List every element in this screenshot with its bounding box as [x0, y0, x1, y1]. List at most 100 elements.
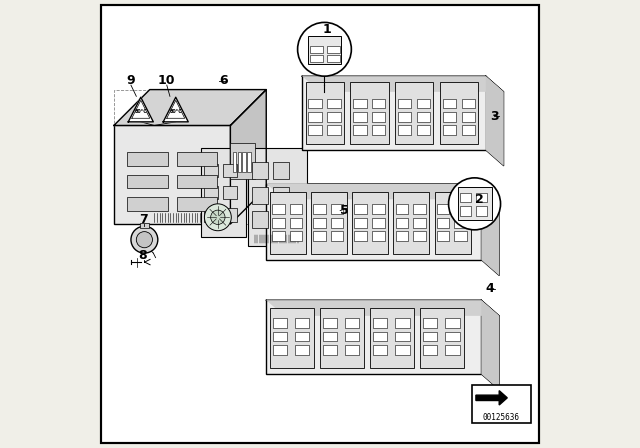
Bar [308, 36, 340, 64]
Bar [345, 345, 360, 355]
Circle shape [131, 226, 158, 253]
Bar [373, 318, 387, 328]
Bar [423, 318, 437, 328]
Bar [204, 186, 218, 199]
Text: 4: 4 [486, 282, 495, 296]
Bar [327, 46, 340, 53]
Bar [413, 218, 426, 228]
Polygon shape [128, 97, 154, 122]
Bar [223, 164, 237, 177]
Bar [396, 218, 408, 228]
Bar [443, 99, 456, 108]
Bar [204, 164, 218, 177]
Bar [289, 231, 302, 241]
Bar [373, 345, 387, 355]
Bar [372, 99, 385, 108]
Bar [270, 192, 306, 254]
Bar [396, 204, 408, 214]
Bar [252, 162, 268, 179]
Bar [331, 218, 343, 228]
Bar [417, 112, 430, 122]
Bar [327, 125, 340, 135]
Bar [223, 186, 237, 199]
Text: 80°C: 80°C [134, 108, 147, 114]
Bar [476, 193, 487, 202]
Bar [353, 125, 367, 135]
Bar [243, 152, 246, 172]
Bar [295, 318, 309, 328]
Bar [417, 125, 430, 135]
Bar [308, 112, 322, 122]
Bar [372, 204, 385, 214]
Bar [273, 162, 289, 179]
Bar [413, 231, 426, 241]
Bar [114, 90, 266, 224]
Text: 00125636: 00125636 [483, 413, 520, 422]
Bar [417, 99, 430, 108]
Bar [396, 332, 410, 341]
Bar [355, 218, 367, 228]
Bar [295, 332, 309, 341]
Polygon shape [230, 90, 266, 224]
Bar [445, 332, 460, 341]
Circle shape [449, 178, 500, 230]
Polygon shape [481, 184, 499, 276]
Bar [394, 192, 429, 254]
Bar [355, 204, 367, 214]
Bar [252, 211, 268, 228]
Bar [266, 300, 481, 374]
Bar [398, 99, 412, 108]
Bar [345, 332, 360, 341]
Bar [320, 308, 364, 368]
Bar [327, 99, 340, 108]
Bar [372, 231, 385, 241]
Bar [311, 192, 347, 254]
Bar [461, 125, 475, 135]
Bar [127, 197, 168, 211]
Polygon shape [302, 76, 504, 92]
Bar [398, 125, 412, 135]
Bar [352, 192, 388, 254]
Polygon shape [486, 76, 504, 166]
Bar [396, 345, 410, 355]
Bar [177, 175, 217, 188]
Bar [314, 231, 326, 241]
Bar [437, 204, 449, 214]
Bar [273, 211, 289, 228]
Text: 80°C: 80°C [170, 108, 182, 114]
Bar [306, 82, 344, 144]
Bar [437, 231, 449, 241]
Bar [472, 385, 531, 423]
Bar [443, 125, 456, 135]
Bar [372, 218, 385, 228]
Bar [445, 345, 460, 355]
Circle shape [136, 232, 152, 248]
Bar [248, 148, 307, 246]
Polygon shape [481, 300, 499, 390]
Bar [273, 332, 287, 341]
Polygon shape [266, 184, 499, 199]
Bar [445, 318, 460, 328]
Bar [232, 152, 236, 172]
Bar [314, 204, 326, 214]
Bar [454, 218, 467, 228]
Bar [201, 148, 246, 237]
Bar [440, 82, 478, 144]
Bar [327, 112, 340, 122]
Bar [289, 218, 302, 228]
Bar [248, 152, 251, 172]
Bar [302, 76, 486, 150]
Bar [273, 318, 287, 328]
Bar [127, 152, 168, 166]
Bar [308, 99, 322, 108]
Bar [230, 143, 255, 179]
Polygon shape [114, 90, 266, 125]
Bar [370, 308, 414, 368]
Bar [289, 204, 302, 214]
Bar [272, 231, 285, 241]
Polygon shape [163, 97, 188, 122]
Bar [114, 125, 230, 224]
Text: 8: 8 [139, 249, 147, 262]
Bar [458, 187, 492, 220]
Bar [454, 204, 467, 214]
